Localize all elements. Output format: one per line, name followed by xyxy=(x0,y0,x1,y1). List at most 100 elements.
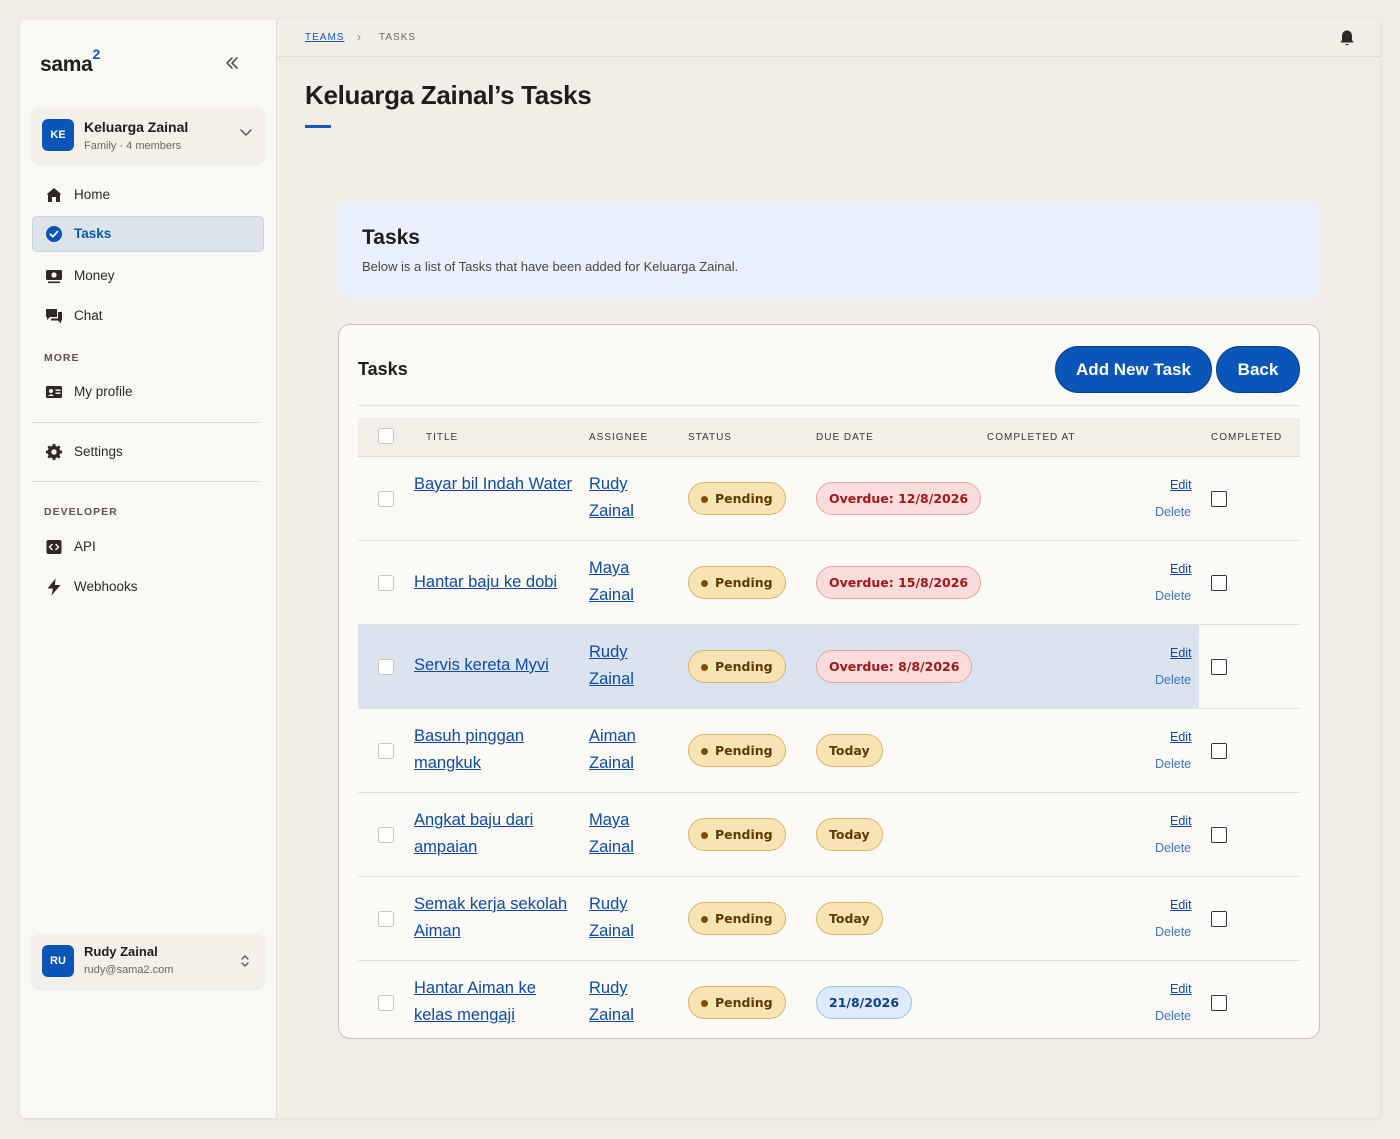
delete-link[interactable]: Delete xyxy=(1155,673,1192,687)
row-select-checkbox[interactable] xyxy=(378,827,394,843)
collapse-sidebar-button[interactable] xyxy=(222,53,242,73)
task-title-link[interactable]: Bayar bil Indah Water xyxy=(414,475,573,493)
status-badge: Pending xyxy=(688,818,786,851)
task-assignee-link[interactable]: Maya Zainal xyxy=(589,811,634,856)
card-divider xyxy=(358,405,1300,406)
due-date-badge: Overdue: 12/8/2026 xyxy=(816,482,982,515)
user-name: Rudy Zainal xyxy=(84,944,158,959)
breadcrumb-teams[interactable]: TEAMS xyxy=(305,32,345,43)
row-select-checkbox[interactable] xyxy=(378,743,394,759)
task-title-link[interactable]: Angkat baju dari ampaian xyxy=(414,811,534,856)
nav-item-money[interactable]: Money xyxy=(32,258,264,294)
delete-link[interactable]: Delete xyxy=(1155,589,1192,603)
select-all-checkbox[interactable] xyxy=(378,428,394,444)
team-switcher[interactable]: KE Keluarga Zainal Family · 4 members xyxy=(32,108,264,163)
title-underline xyxy=(305,125,331,128)
column-header-completed-at: COMPLETED AT xyxy=(987,432,1076,443)
edit-link[interactable]: Edit xyxy=(1170,982,1192,996)
column-header-completed: COMPLETED xyxy=(1211,432,1283,443)
task-assignee-link[interactable]: Rudy Zainal xyxy=(589,643,634,688)
nav-label: Tasks xyxy=(74,226,112,241)
check-circle-icon xyxy=(46,226,62,242)
delete-link[interactable]: Delete xyxy=(1155,757,1192,771)
completed-checkbox[interactable] xyxy=(1211,911,1227,927)
status-badge: Pending xyxy=(688,734,786,767)
edit-link[interactable]: Edit xyxy=(1170,646,1192,660)
due-date-badge: 21/8/2026 xyxy=(816,986,913,1019)
info-description: Below is a list of Tasks that have been … xyxy=(362,259,739,274)
breadcrumb-separator-icon: › xyxy=(357,30,361,44)
task-assignee-link[interactable]: Rudy Zainal xyxy=(589,895,634,940)
table-header: TITLE ASSIGNEE STATUS DUE DATE COMPLETED… xyxy=(358,418,1300,457)
app-window: sama2 KE Keluarga Zainal Family · 4 memb… xyxy=(20,20,1380,1118)
edit-link[interactable]: Edit xyxy=(1170,814,1192,828)
main-content: TEAMS › TASKS Keluarga Zainal’s Tasks Ta… xyxy=(277,20,1380,1118)
edit-link[interactable]: Edit xyxy=(1170,898,1192,912)
task-title-link[interactable]: Hantar Aiman ke kelas mengaji xyxy=(414,979,536,1024)
home-icon xyxy=(46,188,62,202)
bell-icon[interactable] xyxy=(1338,29,1356,47)
task-assignee-link[interactable]: Rudy Zainal xyxy=(589,475,634,520)
nav-label: Money xyxy=(74,268,115,283)
nav-label: My profile xyxy=(74,384,133,399)
task-assignee-link[interactable]: Aiman Zainal xyxy=(589,727,636,772)
edit-link[interactable]: Edit xyxy=(1170,730,1192,744)
row-select-checkbox[interactable] xyxy=(378,491,394,507)
nav-label: Settings xyxy=(74,444,123,459)
task-title-link[interactable]: Hantar baju ke dobi xyxy=(414,573,558,591)
row-select-checkbox[interactable] xyxy=(378,575,394,591)
task-assignee-link[interactable]: Maya Zainal xyxy=(589,559,634,604)
delete-link[interactable]: Delete xyxy=(1155,841,1192,855)
nav-item-tasks[interactable]: Tasks xyxy=(32,216,264,252)
delete-link[interactable]: Delete xyxy=(1155,925,1192,939)
table-row-highlighted: Servis kereta Myvi Rudy Zainal Pending O… xyxy=(358,625,1300,709)
due-date-badge: Overdue: 8/8/2026 xyxy=(816,650,973,683)
nav-item-chat[interactable]: Chat xyxy=(32,298,264,334)
completed-checkbox[interactable] xyxy=(1211,491,1227,507)
due-date-badge: Today xyxy=(816,734,883,767)
edit-link[interactable]: Edit xyxy=(1170,478,1192,492)
nav-item-api[interactable]: API xyxy=(32,529,264,565)
chevron-down-icon xyxy=(240,129,252,136)
status-badge: Pending xyxy=(688,482,786,515)
task-title-link[interactable]: Semak kerja sekolah Aiman xyxy=(414,895,568,940)
row-select-checkbox[interactable] xyxy=(378,995,394,1011)
edit-link[interactable]: Edit xyxy=(1170,562,1192,576)
app-logo[interactable]: sama2 xyxy=(40,46,101,76)
user-avatar: RU xyxy=(42,945,74,977)
nav-item-my-profile[interactable]: My profile xyxy=(32,374,264,410)
nav-item-webhooks[interactable]: Webhooks xyxy=(32,569,264,605)
completed-checkbox[interactable] xyxy=(1211,743,1227,759)
bolt-icon xyxy=(47,578,61,596)
table-row: Semak kerja sekolah Aiman Rudy Zainal Pe… xyxy=(358,877,1300,961)
column-header-assignee: ASSIGNEE xyxy=(589,432,649,443)
row-select-checkbox[interactable] xyxy=(378,659,394,675)
task-assignee-link[interactable]: Rudy Zainal xyxy=(589,979,634,1024)
delete-link[interactable]: Delete xyxy=(1155,1009,1192,1023)
user-email: rudy@sama2.com xyxy=(84,964,174,976)
nav-item-settings[interactable]: Settings xyxy=(32,434,264,470)
status-badge: Pending xyxy=(688,902,786,935)
completed-checkbox[interactable] xyxy=(1211,575,1227,591)
card-title: Tasks xyxy=(358,359,408,379)
back-button[interactable]: Back xyxy=(1216,346,1300,393)
status-badge: Pending xyxy=(688,986,786,1019)
completed-checkbox[interactable] xyxy=(1211,995,1227,1011)
add-new-task-button[interactable]: Add New Task xyxy=(1055,346,1212,393)
task-title-link[interactable]: Basuh pinggan mangkuk xyxy=(414,727,525,772)
table-row: Basuh pinggan mangkuk Aiman Zainal Pendi… xyxy=(358,709,1300,793)
column-header-title: TITLE xyxy=(426,432,459,443)
row-select-checkbox[interactable] xyxy=(378,911,394,927)
task-title-link[interactable]: Servis kereta Myvi xyxy=(414,656,549,674)
completed-checkbox[interactable] xyxy=(1211,827,1227,843)
completed-checkbox[interactable] xyxy=(1211,659,1227,675)
info-box: Tasks Below is a list of Tasks that have… xyxy=(338,201,1319,298)
nav-item-home[interactable]: Home xyxy=(32,177,264,213)
table-row: Angkat baju dari ampaian Maya Zainal Pen… xyxy=(358,793,1300,877)
delete-link[interactable]: Delete xyxy=(1155,505,1192,519)
nav-label: Webhooks xyxy=(74,579,138,594)
table-row: Hantar baju ke dobi Maya Zainal Pending … xyxy=(358,541,1300,625)
sidebar-divider xyxy=(32,422,260,423)
section-label-developer: DEVELOPER xyxy=(44,506,118,518)
user-menu[interactable]: RU Rudy Zainal rudy@sama2.com xyxy=(32,934,264,988)
